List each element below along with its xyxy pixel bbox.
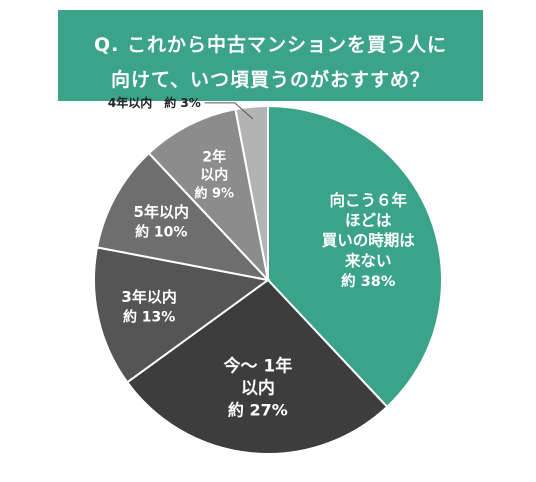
title-banner: Q. これから中古マンションを買う人に 向けて、いつ頃買うのがおすすめ？ <box>58 10 483 101</box>
slice-label-1-line-0: 今〜 1年 <box>223 355 292 376</box>
slice-value-label-4: 約 9% <box>194 186 234 202</box>
pie-slice-2 <box>93 246 271 384</box>
slice-value-label-3: 約 10% <box>135 223 187 240</box>
slice-label-2-line-0: 3年以内 <box>121 288 176 306</box>
slice-label-4-line-0: 2年 <box>202 148 226 165</box>
slice-label-0-line-3: 来ない <box>344 251 392 270</box>
slice-label-0-line-0: 向こう６年 <box>330 190 408 209</box>
pie-slice-0 <box>267 104 443 409</box>
leader-line-5 <box>204 102 254 120</box>
slice-external-label-5: 4年以内 約 3% <box>108 95 201 110</box>
slice-label-0-line-1: ほどは <box>345 212 392 230</box>
slice-label-3-line-0: 5年以内 <box>134 203 189 221</box>
pie-slice-5 <box>234 104 269 281</box>
slice-value-label-1: 約 27% <box>228 400 288 419</box>
slice-label-1-line-1: 以内 <box>241 377 275 398</box>
pie-slice-3 <box>95 151 271 282</box>
slice-label-0-line-2: 買いの時期は <box>322 231 416 250</box>
slice-value-label-0: 約 38% <box>341 272 396 290</box>
title-line-2: 向けて、いつ頃買うのがおすすめ？ <box>110 69 431 91</box>
title-line-1: Q. これから中古マンションを買う人に <box>94 34 447 56</box>
pie-slice-4 <box>147 107 270 284</box>
slice-label-4-line-1: 以内 <box>200 166 228 183</box>
pie-slice-1 <box>125 278 389 455</box>
slice-value-label-2: 約 13% <box>123 309 175 326</box>
